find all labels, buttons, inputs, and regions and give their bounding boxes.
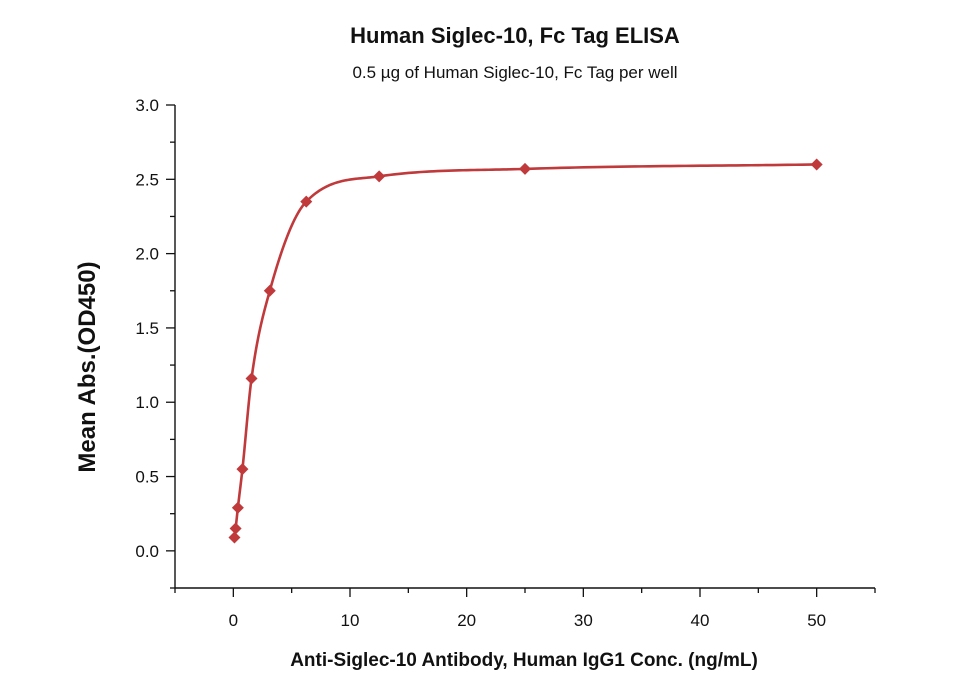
data-point-marker — [810, 158, 823, 171]
data-point-marker — [228, 531, 241, 544]
data-point-marker — [245, 372, 258, 385]
chart-title: Human Siglec-10, Fc Tag ELISA — [350, 23, 680, 48]
data-point-marker — [229, 522, 242, 535]
y-tick-label: 0.0 — [135, 542, 159, 561]
x-tick-label: 30 — [574, 611, 593, 630]
y-tick-label: 0.5 — [135, 468, 159, 487]
y-axis-ticks: 0.0 0.5 1.0 1.5 2.0 2.5 3.0 — [135, 96, 175, 589]
data-point-marker — [300, 195, 313, 208]
y-tick-label: 2.5 — [135, 170, 159, 189]
x-tick-label: 50 — [807, 611, 826, 630]
x-tick-label: 0 — [229, 611, 238, 630]
x-tick-label: 40 — [691, 611, 710, 630]
data-point-marker — [263, 284, 276, 297]
fit-curve — [233, 163, 817, 539]
axes — [174, 105, 875, 589]
y-tick-label: 3.0 — [135, 96, 159, 115]
data-point-marker — [519, 162, 531, 175]
data-points — [228, 158, 823, 544]
x-tick-label: 20 — [457, 611, 476, 630]
y-axis-label: Mean Abs.(OD450) — [74, 261, 101, 472]
fit-curve-group — [233, 163, 817, 539]
chart-subtitle: 0.5 µg of Human Siglec-10, Fc Tag per we… — [352, 63, 677, 82]
y-tick-label: 2.0 — [135, 245, 159, 264]
x-axis-ticks: 0 10 20 30 40 50 — [174, 588, 876, 630]
y-tick-label: 1.5 — [135, 319, 159, 338]
data-point-marker — [231, 501, 244, 514]
y-tick-label: 1.0 — [135, 393, 159, 412]
data-point-marker — [236, 463, 249, 476]
data-point-marker — [373, 170, 386, 183]
x-tick-label: 10 — [341, 611, 360, 630]
x-axis-label: Anti-Siglec-10 Antibody, Human IgG1 Conc… — [290, 650, 758, 671]
